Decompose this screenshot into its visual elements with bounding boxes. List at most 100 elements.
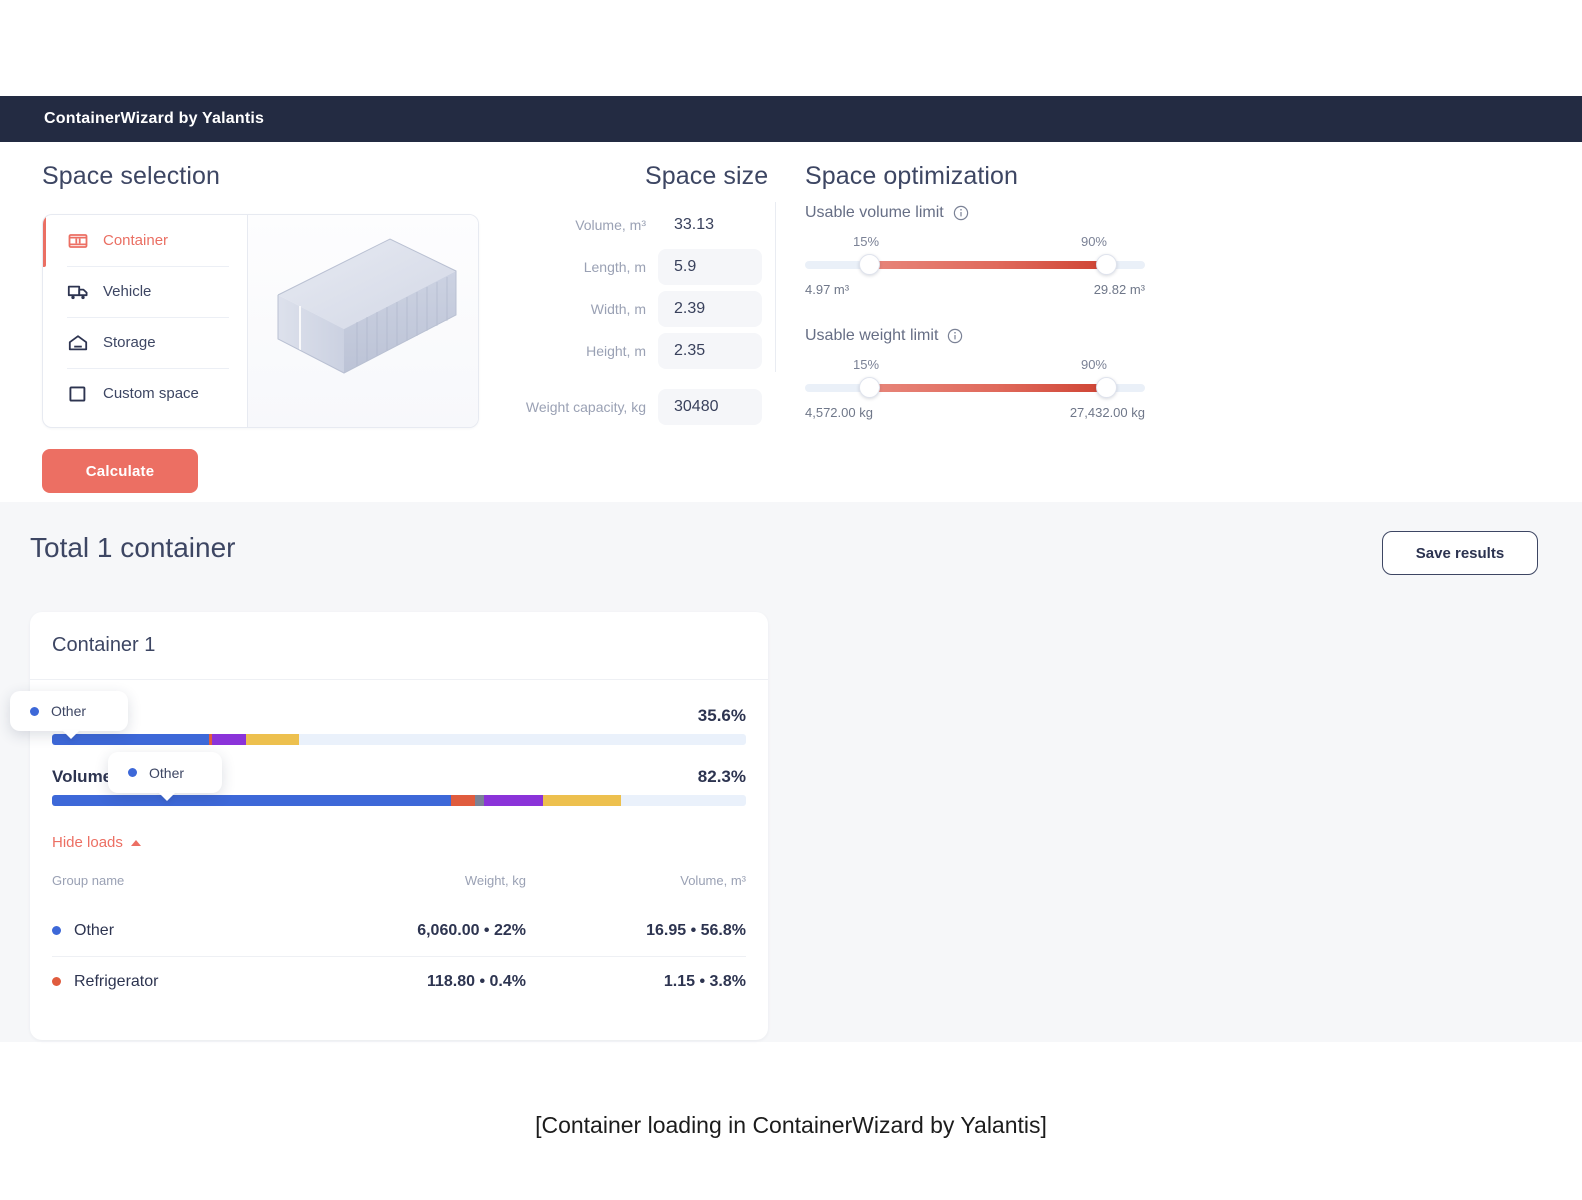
group-name-cell: Other [52, 906, 286, 957]
sidebar-item-label: Storage [103, 334, 156, 351]
spacer [492, 372, 762, 386]
column-divider [775, 202, 776, 372]
weight-min-percent: 15% [853, 357, 880, 372]
info-icon[interactable] [953, 205, 969, 221]
size-label: Volume, m³ [575, 217, 646, 233]
legend-dot-icon [52, 926, 61, 936]
space-preview [247, 215, 478, 427]
sidebar-item-container[interactable]: Container [43, 215, 247, 267]
usable-weight-slider[interactable] [805, 377, 1145, 399]
weight-cell: 118.80 • 0.4% [286, 956, 526, 1007]
table-row[interactable]: Other 6,060.00 • 22% 16.95 • 56.8% [52, 906, 746, 957]
container-icon [67, 230, 89, 252]
volume-min-percent: 15% [853, 234, 880, 249]
size-label: Height, m [586, 343, 646, 359]
bar-segment[interactable] [484, 795, 543, 806]
tooltip-dot-icon [30, 706, 39, 716]
volume-cell: 1.15 • 3.8% [526, 956, 746, 1007]
tooltip-dot-icon [128, 768, 137, 777]
volume-metric-header: Volume 82.3% [52, 767, 746, 787]
bar-segment[interactable] [208, 734, 213, 745]
info-icon[interactable] [947, 328, 963, 344]
volume-cell: 16.95 • 56.8% [646, 922, 746, 939]
square-icon [67, 383, 89, 405]
space-selection-card: Container Vehicle [42, 214, 479, 428]
bar-segment[interactable] [52, 795, 452, 806]
weight-max-value: 27,432.00 kg [1069, 405, 1145, 420]
weight-bar[interactable] [52, 734, 746, 745]
app-bar: ContainerWizard by Yalantis [0, 96, 1582, 142]
app-title: ContainerWizard by Yalantis [44, 110, 265, 127]
weight-metric: Weight 35.6% [52, 706, 746, 745]
weight-capacity-input[interactable]: 30480 [658, 389, 762, 425]
bar-segment[interactable] [245, 734, 300, 745]
weight-cell: 6,060.00 • 22% [417, 922, 526, 939]
col-group-name: Group name [52, 873, 125, 888]
label-text: Usable weight limit [805, 327, 939, 344]
bar-segment[interactable] [212, 734, 246, 745]
weight-max-percent: 90% [1080, 357, 1107, 372]
group-name-text: Refrigerator [74, 973, 159, 990]
hide-loads-label: Hide loads [52, 834, 123, 851]
weight-min-value: 4,572.00 kg [805, 405, 873, 420]
sidebar-item-custom-space[interactable]: Custom space [43, 368, 247, 419]
space-type-list: Container Vehicle [43, 215, 247, 427]
group-name-cell: Refrigerator [52, 956, 287, 1007]
hide-loads-toggle[interactable]: Hide loads [52, 834, 141, 851]
slider-fill [862, 384, 1105, 392]
volume-metric: Volume 82.3% [52, 767, 746, 806]
volume-max-value: 29.82 m³ [1093, 282, 1145, 297]
length-input[interactable]: 5.9 [658, 249, 762, 285]
sidebar-item-label: Vehicle [103, 283, 152, 300]
slider-knob-min[interactable] [859, 254, 881, 275]
bar-segment[interactable] [474, 795, 485, 806]
volume-metric-label: Volume [52, 767, 113, 786]
group-name-text: Other [74, 922, 115, 939]
calculate-button[interactable]: Calculate [42, 449, 198, 493]
space-selection-title: Space selection [42, 162, 221, 190]
bar-segment[interactable] [451, 795, 475, 806]
loads-table-head: Group name Weight, kg Volume, m³ [52, 873, 746, 906]
usable-volume-limit-group: Usable volume limit 15% 90% [805, 204, 1145, 297]
usable-weight-limit-label: Usable weight limit [805, 327, 1145, 345]
width-input[interactable]: 2.39 [658, 291, 762, 327]
truck-icon [67, 281, 89, 303]
volume-metric-percent: 82.3% [697, 767, 746, 786]
sidebar-item-storage[interactable]: Storage [43, 317, 247, 368]
weight-slider-value-row: 4,572.00 kg 27,432.00 kg [805, 405, 1145, 420]
loads-table-body: Other 6,060.00 • 22% 16.95 • 56.8% Refri… [52, 906, 746, 1007]
slider-knob-min[interactable] [859, 377, 881, 398]
space-size-title: Space size [645, 162, 769, 190]
container-card-body: Weight 35.6% Volume 82.3% Hide loads [30, 680, 768, 1007]
slider-fill [862, 261, 1105, 269]
volume-bar[interactable] [52, 795, 746, 806]
usable-volume-slider[interactable] [805, 254, 1145, 276]
weight-metric-header: Weight 35.6% [52, 706, 746, 726]
height-input[interactable]: 2.35 [658, 333, 762, 369]
loads-table: Group name Weight, kg Volume, m³ Other 6… [52, 873, 746, 1007]
usable-weight-limit-group: Usable weight limit 15% 90% [805, 327, 1145, 420]
table-row[interactable]: Refrigerator 118.80 • 0.4% 1.15 • 3.8% [52, 956, 746, 1007]
volume-slider-percent-row: 15% 90% [805, 234, 1145, 249]
volume-min-value: 4.97 m³ [805, 282, 850, 297]
warehouse-icon [67, 332, 89, 354]
legend-dot-icon [52, 977, 61, 987]
bar-segment[interactable] [542, 795, 622, 806]
col-weight: Weight, kg [464, 873, 526, 888]
size-label: Length, m [583, 259, 646, 275]
sidebar-item-vehicle[interactable]: Vehicle [43, 266, 247, 317]
volume-max-percent: 90% [1080, 234, 1107, 249]
bar-segment[interactable] [52, 734, 209, 745]
slider-knob-max[interactable] [1095, 254, 1117, 275]
table-header-row: Group name Weight, kg Volume, m³ [52, 873, 746, 906]
save-results-button[interactable]: Save results [1382, 531, 1538, 575]
container-3d-illustration [277, 238, 457, 374]
tooltip-label: Other [149, 764, 185, 781]
weight-slider-percent-row: 15% 90% [805, 357, 1145, 372]
size-row-length: Length, m 5.9 [492, 246, 762, 288]
size-label: Weight capacity, kg [525, 399, 646, 415]
chevron-up-icon [130, 839, 141, 846]
tooltip-label: Other [51, 703, 87, 719]
weight-metric-percent: 35.6% [697, 706, 746, 725]
slider-knob-max[interactable] [1095, 377, 1117, 398]
